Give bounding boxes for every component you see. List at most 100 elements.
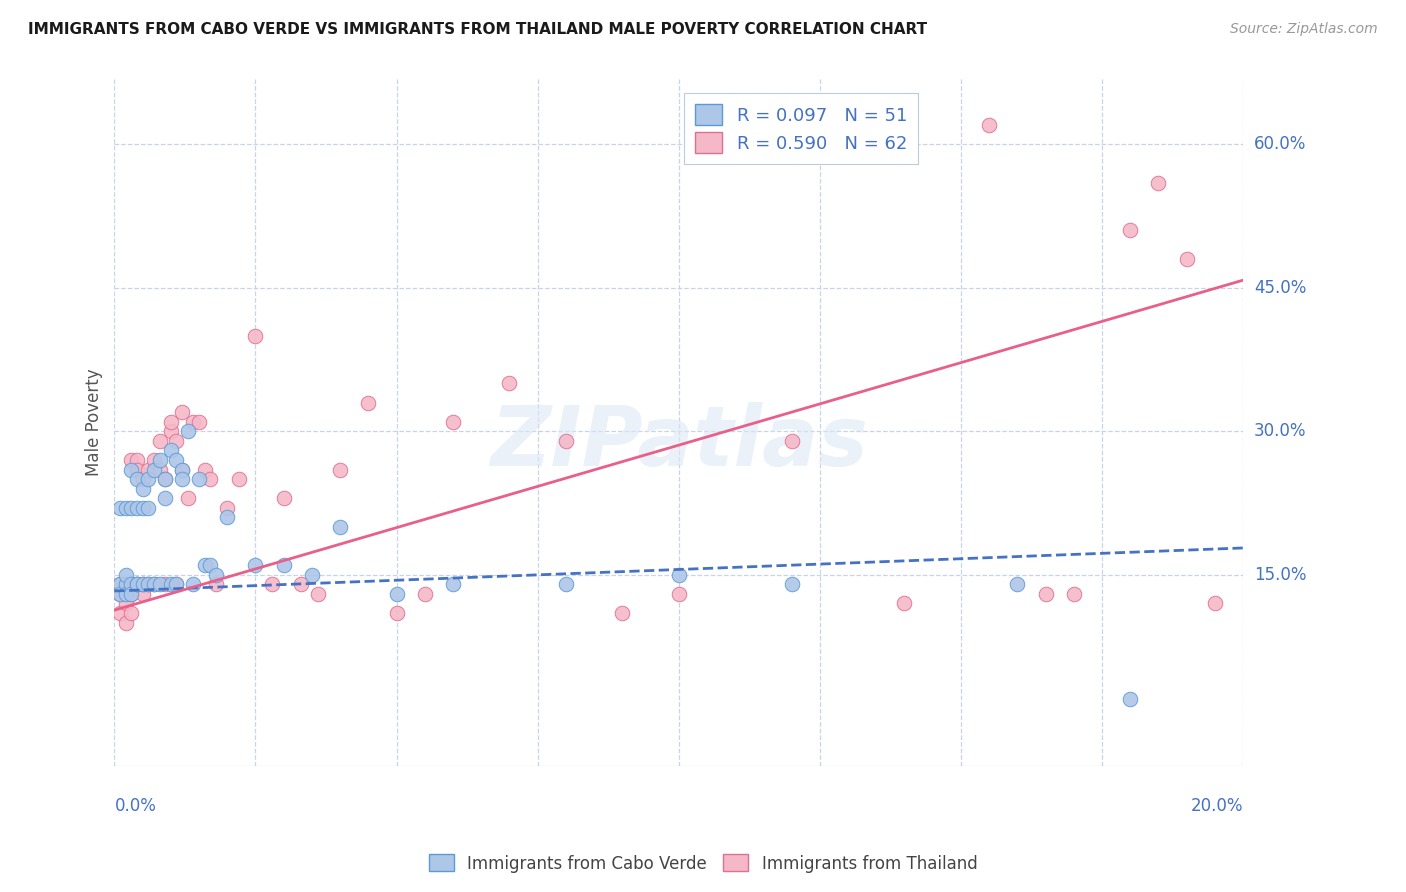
Point [153,577,176,591]
Point [125,462,148,476]
Point [273,491,295,506]
Point [177,491,200,506]
Point [1175,252,1198,267]
Point [108,577,131,591]
Point [108,577,131,591]
Point [194,462,217,476]
Text: 0.0%: 0.0% [114,797,156,814]
Point [120,587,142,601]
Point [142,577,165,591]
Point [114,587,136,601]
Point [205,567,228,582]
Point [153,491,176,506]
Point [120,606,142,620]
Point [131,577,153,591]
Point [780,577,803,591]
Point [108,587,131,601]
Point [120,462,142,476]
Point [114,596,136,610]
Point [301,567,323,582]
Point [217,500,239,515]
Point [273,558,295,573]
Point [385,606,408,620]
Point [172,472,194,486]
Point [125,577,148,591]
Point [554,434,576,448]
Point [148,577,170,591]
Point [554,577,576,591]
Point [131,500,153,515]
Point [441,577,464,591]
Point [160,425,183,439]
Point [183,415,205,429]
Point [1063,587,1085,601]
Point [385,587,408,601]
Point [125,577,148,591]
Point [131,472,153,486]
Point [148,453,170,467]
Point [1007,577,1029,591]
Point [172,462,194,476]
Point [245,558,267,573]
Point [148,434,170,448]
Point [290,577,312,591]
Point [114,615,136,630]
Point [262,577,284,591]
Point [136,577,159,591]
Point [108,606,131,620]
Point [780,434,803,448]
Point [120,577,142,591]
Point [125,453,148,467]
Point [114,500,136,515]
Point [114,587,136,601]
Point [245,328,267,343]
Point [120,500,142,515]
Point [166,453,188,467]
Point [108,500,131,515]
Legend: Immigrants from Cabo Verde, Immigrants from Thailand: Immigrants from Cabo Verde, Immigrants f… [422,847,984,880]
Point [177,425,200,439]
Point [136,577,159,591]
Point [160,577,183,591]
Point [166,577,188,591]
Point [1035,587,1057,601]
Point [172,405,194,419]
Point [188,415,211,429]
Text: 15.0%: 15.0% [1254,566,1306,583]
Point [1119,692,1142,706]
Text: IMMIGRANTS FROM CABO VERDE VS IMMIGRANTS FROM THAILAND MALE POVERTY CORRELATION : IMMIGRANTS FROM CABO VERDE VS IMMIGRANTS… [28,22,927,37]
Point [1147,176,1170,190]
Point [125,472,148,486]
Y-axis label: Male Poverty: Male Poverty [86,368,103,475]
Point [329,520,352,534]
Text: 20.0%: 20.0% [1191,797,1243,814]
Point [668,587,690,601]
Text: 30.0%: 30.0% [1254,422,1306,441]
Point [166,434,188,448]
Point [125,577,148,591]
Point [1119,223,1142,237]
Point [148,462,170,476]
Point [114,577,136,591]
Point [153,472,176,486]
Point [136,500,159,515]
Text: Source: ZipAtlas.com: Source: ZipAtlas.com [1230,22,1378,37]
Point [120,587,142,601]
Point [131,482,153,496]
Legend: R = 0.097   N = 51, R = 0.590   N = 62: R = 0.097 N = 51, R = 0.590 N = 62 [685,94,918,164]
Point [357,395,380,409]
Point [329,462,352,476]
Point [160,415,183,429]
Point [114,567,136,582]
Point [217,510,239,524]
Point [120,577,142,591]
Text: 45.0%: 45.0% [1254,279,1306,297]
Text: ZIPatlas: ZIPatlas [489,402,868,483]
Point [125,500,148,515]
Point [307,587,329,601]
Point [142,453,165,467]
Point [668,567,690,582]
Point [136,462,159,476]
Point [441,415,464,429]
Text: 60.0%: 60.0% [1254,136,1306,153]
